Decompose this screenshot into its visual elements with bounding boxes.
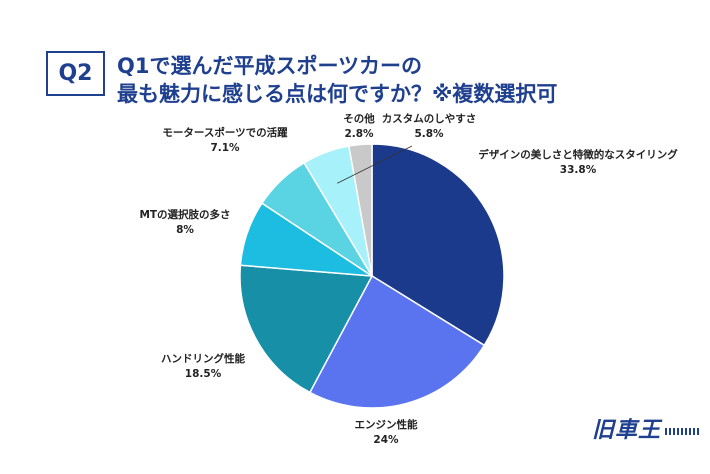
chart-title-line2: 最も魅力に感じる点は何ですか？※複数選択可 — [117, 82, 558, 106]
slice-value-label: 33.8% — [560, 164, 597, 176]
slice-value-label: 18.5% — [185, 368, 222, 380]
pie-slice — [308, 274, 486, 409]
slice-value-label: 7.1% — [210, 142, 240, 154]
pie-slice — [348, 143, 373, 277]
slice-value-label: 8% — [176, 224, 194, 236]
slice-category-label: カスタムのしやすさ — [382, 113, 476, 125]
chart-title-line1: Q1で選んだ平成スポーツカーの — [117, 54, 423, 78]
logo-stripes-icon — [665, 428, 701, 435]
slice-category-label: モータースポーツでの活躍 — [162, 126, 288, 139]
brand-logo: 旧車王 — [592, 418, 662, 443]
question-badge: Q2 — [46, 51, 105, 96]
slice-value-label: 24% — [373, 434, 399, 446]
slice-category-label: ハンドリング性能 — [161, 352, 245, 365]
slice-value-label: 2.8% — [344, 128, 374, 140]
pie-slice — [371, 143, 505, 347]
pie-slice — [239, 264, 374, 394]
slice-category-label: その他 — [343, 112, 375, 125]
slice-category-label: デザインの美しさと特徴的なスタイリング — [478, 148, 678, 161]
slice-category-label: MTの選択肢の多さ — [139, 208, 230, 221]
leader-line — [337, 145, 413, 184]
slice-value-label: 5.8% — [414, 128, 444, 140]
slice-category-label: エンジン性能 — [355, 418, 418, 431]
